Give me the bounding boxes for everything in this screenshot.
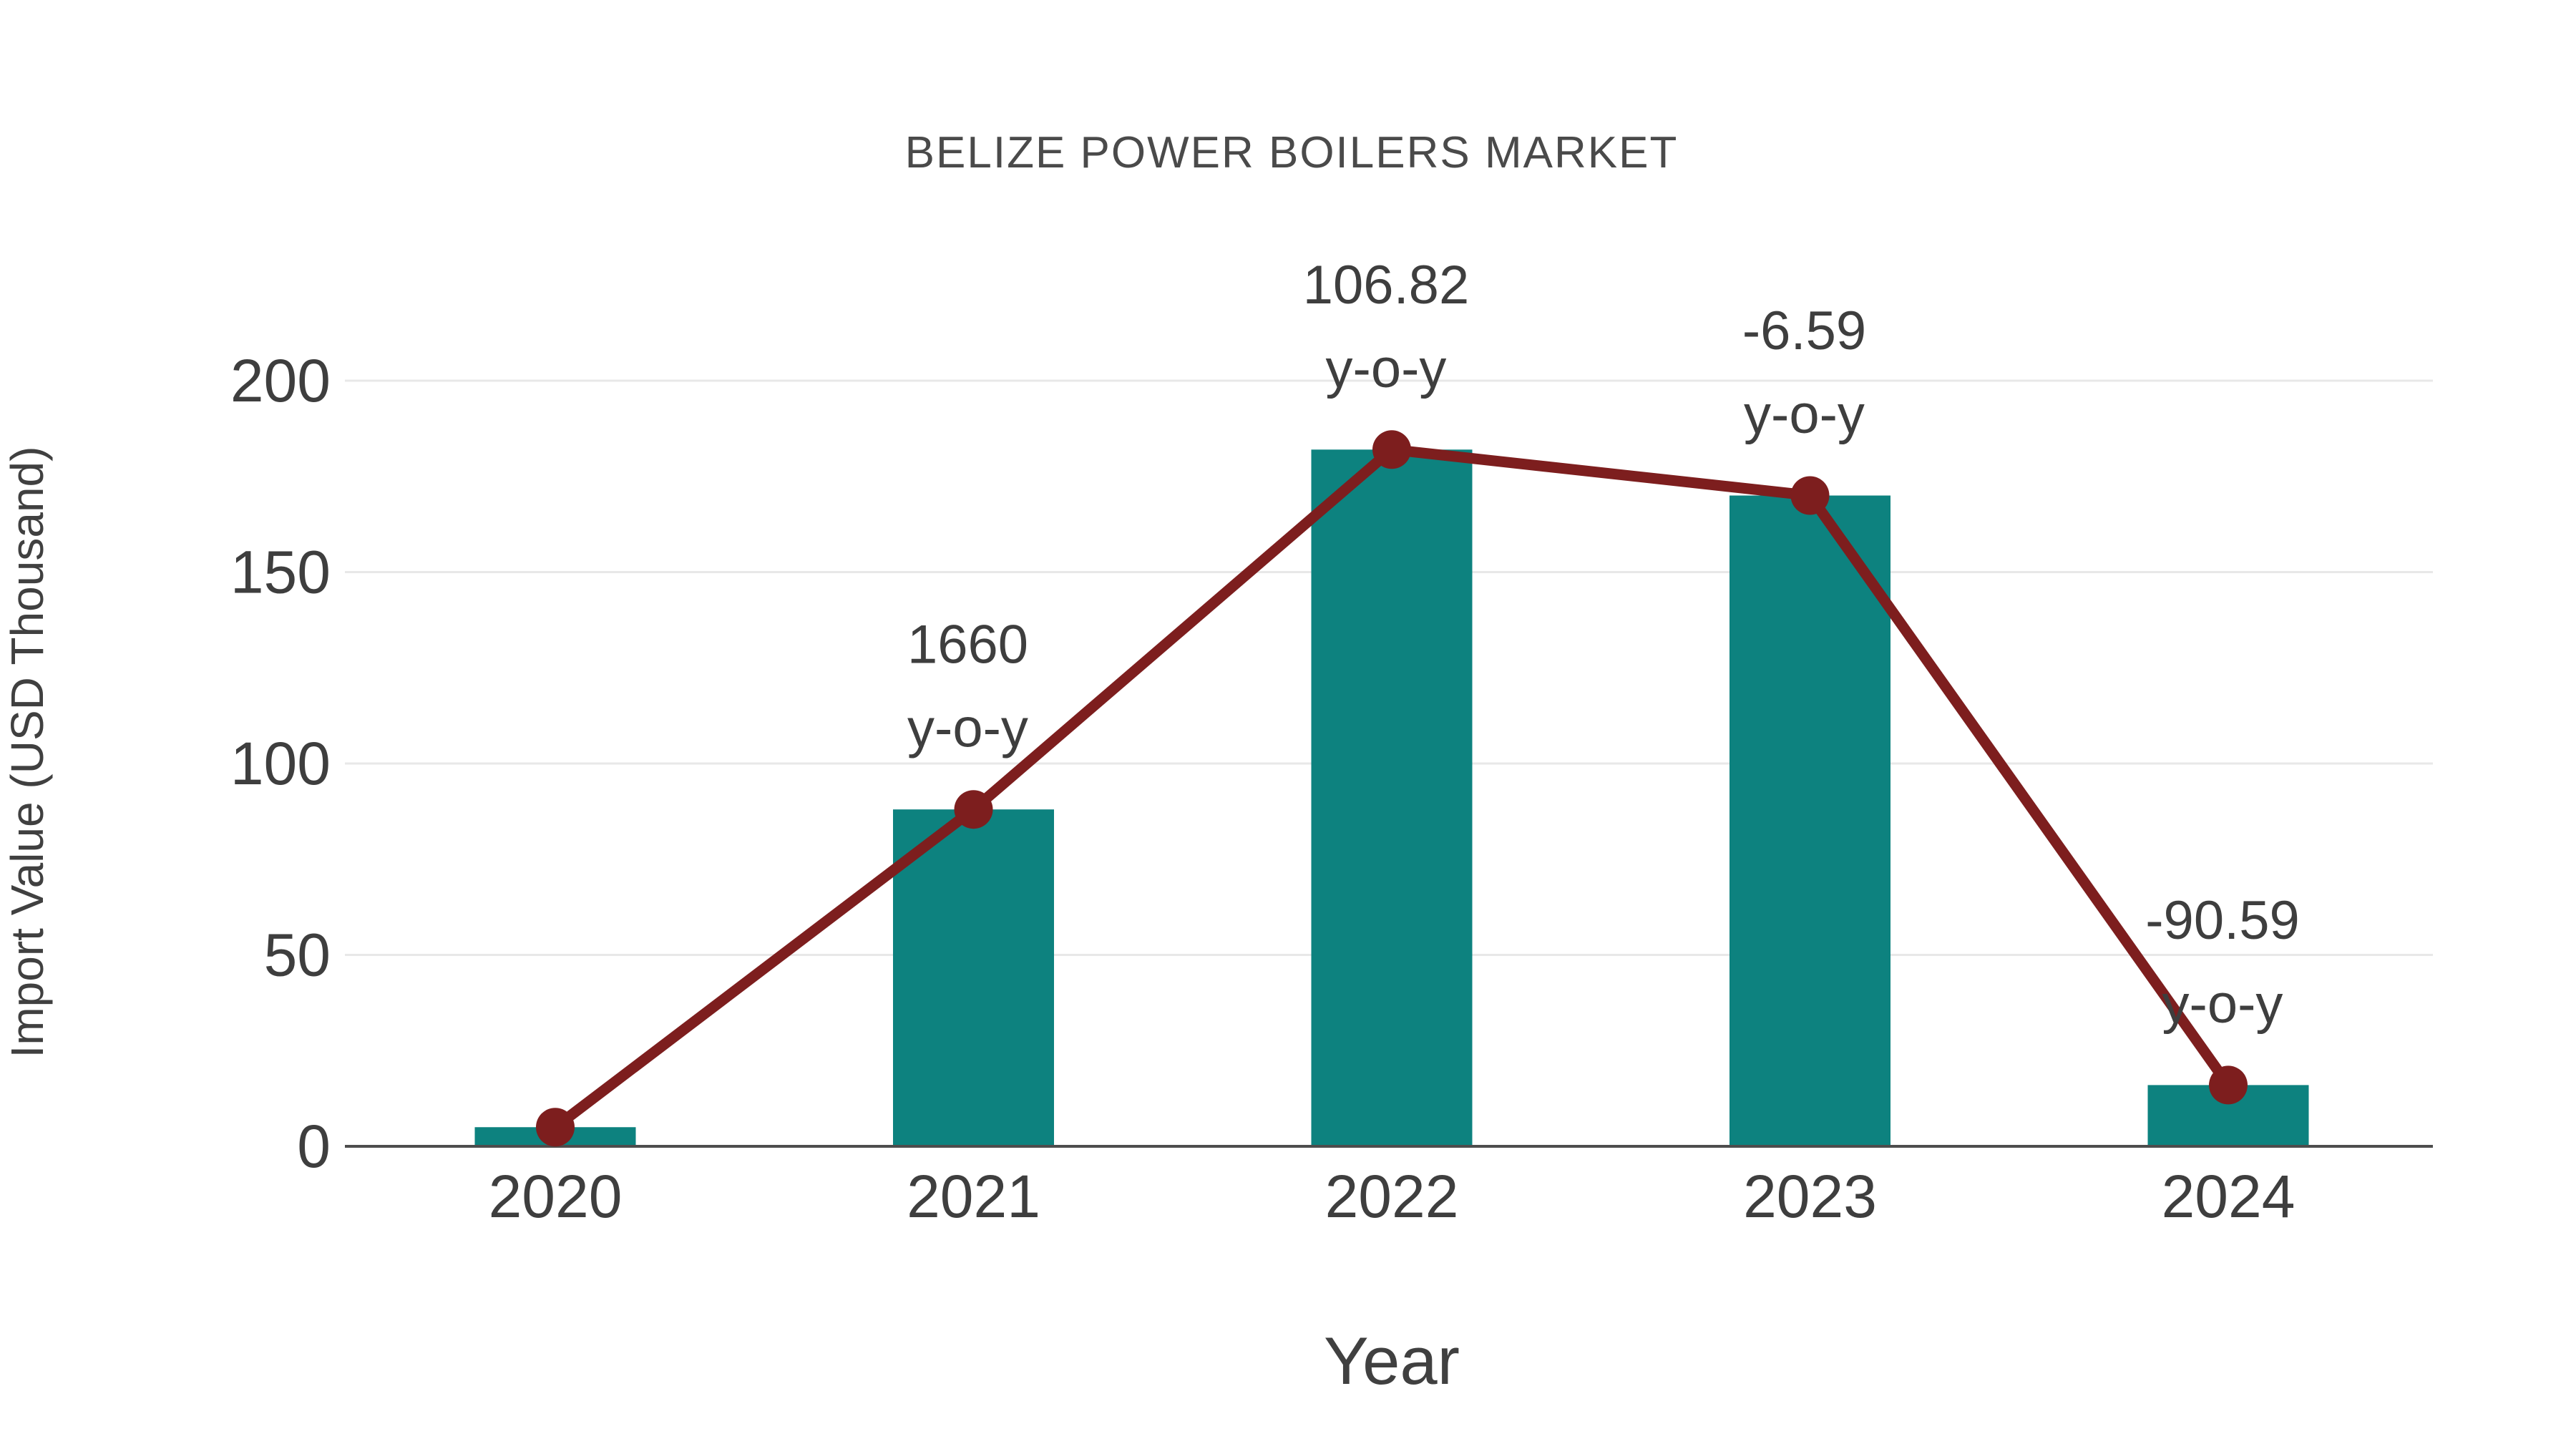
annotation-label-2024: y-o-y	[2162, 974, 2283, 1035]
y-axis-title: Import Value (USD Thousand)	[1, 446, 53, 1058]
annotation-value-2022: 106.82	[1303, 255, 1469, 316]
x-tick-label-2023: 2023	[1743, 1163, 1877, 1230]
annotation-label-2022: y-o-y	[1326, 338, 1447, 399]
annotation-label-2023: y-o-y	[1744, 384, 1865, 445]
x-tick-label-2022: 2022	[1325, 1163, 1459, 1230]
y-tick-label-0: 0	[297, 1113, 331, 1180]
annotation-value-2023: -6.59	[1742, 301, 1866, 361]
annotation-value-2021: 1660	[907, 615, 1028, 675]
x-tick-label-2020: 2020	[489, 1163, 623, 1230]
data-point-2023	[1790, 476, 1830, 515]
x-axis-title: Year	[1324, 1323, 1460, 1398]
data-point-2020	[536, 1108, 575, 1147]
y-tick-label-50: 50	[264, 922, 331, 989]
data-point-2021	[954, 790, 993, 829]
bar-2022	[1311, 449, 1473, 1146]
y-tick-label-150: 150	[230, 539, 331, 606]
chart-title: BELIZE POWER BOILERS MARKET	[904, 128, 1679, 177]
annotation-value-2024: -90.59	[2145, 890, 2300, 951]
data-point-2024	[2209, 1065, 2248, 1105]
annotation-label-2021: y-o-y	[907, 698, 1028, 759]
bar-2023	[1729, 495, 1890, 1146]
x-tick-label-2021: 2021	[907, 1163, 1040, 1230]
bar-2021	[893, 809, 1054, 1146]
data-point-2022	[1372, 430, 1411, 469]
y-tick-label-200: 200	[230, 347, 331, 414]
y-tick-label-100: 100	[230, 730, 331, 797]
x-tick-label-2024: 2024	[2162, 1163, 2296, 1230]
